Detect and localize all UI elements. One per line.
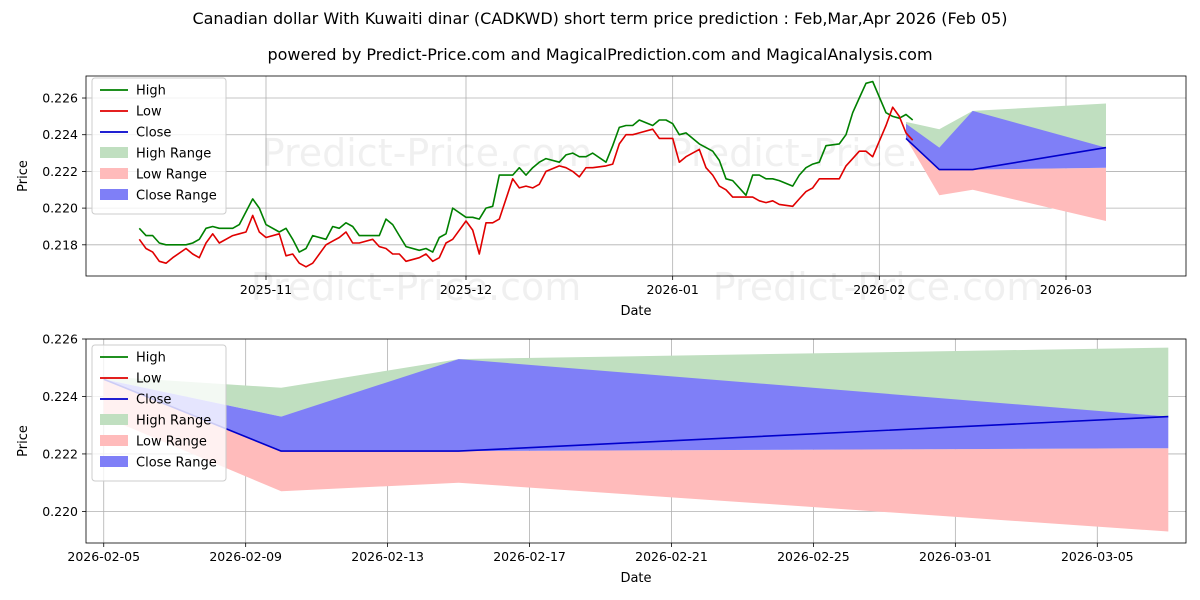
legend-label-high-range: High Range xyxy=(136,414,211,429)
y-tick-label: 0.226 xyxy=(42,91,78,106)
legend-box xyxy=(91,77,227,215)
legend-label-close-range: Close Range xyxy=(136,189,217,204)
high-range-band xyxy=(103,347,1169,417)
x-tick-label: 2026-02-21 xyxy=(635,549,708,564)
y-tick-label: 0.222 xyxy=(42,164,78,179)
x-tick-label: 2026-03-01 xyxy=(919,549,992,564)
axes-frame xyxy=(85,338,1187,544)
y-tick-label: 0.226 xyxy=(42,332,78,347)
x-tick-label: 2026-02-13 xyxy=(351,549,424,564)
legend-label-close: Close xyxy=(136,126,171,141)
chart-panel-1: Predict-Price.com Predict-Price.com Predic… xyxy=(16,75,1187,319)
axes-frame xyxy=(85,75,1187,277)
y-tick-label: 0.218 xyxy=(42,237,78,252)
legend-swatch-low-range xyxy=(100,168,128,179)
chart-title: Canadian dollar With Kuwaiti dinar (CADK… xyxy=(192,9,1008,28)
x-tick-label: 2026-01 xyxy=(647,282,699,297)
high-range-band xyxy=(906,103,1106,148)
y-tick-label: 0.222 xyxy=(42,446,78,461)
x-tick-label: 2026-03-05 xyxy=(1061,549,1134,564)
y-axis-label: Price xyxy=(16,425,31,457)
y-axis-label: Price xyxy=(16,160,31,192)
x-tick-label: 2026-02 xyxy=(853,282,905,297)
x-axis-label: Date xyxy=(620,304,651,319)
x-tick-label: 2026-02-09 xyxy=(209,549,282,564)
low-range-band xyxy=(906,123,1106,221)
legend: High Low Close High Range Low Range Close Ran… xyxy=(91,344,227,482)
close-range-band xyxy=(906,110,1106,170)
legend-swatch-high-range xyxy=(100,147,128,158)
legend-swatch-low-range xyxy=(100,435,128,446)
x-axis-label: Date xyxy=(620,571,651,586)
x-tick-label: 2026-03 xyxy=(1040,282,1092,297)
chart-subtitle: powered by Predict-Price.com and Magical… xyxy=(267,45,933,64)
legend-label-low-range: Low Range xyxy=(136,435,207,450)
low-series-line xyxy=(138,106,914,268)
watermark: Predict-Price.com xyxy=(262,131,593,175)
x-tick-label: 2026-02-25 xyxy=(777,549,850,564)
watermark: Predict-Price.com xyxy=(251,265,582,309)
legend-label-close-range: Close Range xyxy=(136,456,217,471)
legend-label-low: Low xyxy=(136,372,162,387)
legend-label-high: High xyxy=(136,351,166,366)
low-range-band xyxy=(103,379,1169,532)
y-tick-label: 0.220 xyxy=(42,201,78,216)
legend-label-high: High xyxy=(136,84,166,99)
close-series-line xyxy=(905,137,1107,171)
watermark: Predict-Price.com xyxy=(713,265,1044,309)
legend-swatch-close-range xyxy=(100,189,128,200)
x-tick-label: 2026-02-17 xyxy=(493,549,566,564)
plot-area xyxy=(103,347,1169,532)
legend-label-low-range: Low Range xyxy=(136,168,207,183)
legend-label-high-range: High Range xyxy=(136,147,211,162)
y-tick-label: 0.220 xyxy=(42,504,78,519)
chart-panel-2: Predict-Price.comPredict-Price.comPredic… xyxy=(16,332,1187,586)
legend-swatch-close-range xyxy=(100,456,128,467)
y-tick-label: 0.224 xyxy=(42,127,78,142)
close-range-band xyxy=(103,359,1169,452)
legend-swatch-high-range xyxy=(100,414,128,425)
x-tick-label: 2026-02-05 xyxy=(67,549,140,564)
x-tick-label: 2025-12 xyxy=(440,282,492,297)
legend: High Low Close High Range Low Range Close Ran… xyxy=(91,77,227,215)
x-tick-label: 2025-11 xyxy=(240,282,292,297)
plot-area xyxy=(138,80,1107,268)
legend-label-close: Close xyxy=(136,393,171,408)
legend-label-low: Low xyxy=(136,105,162,120)
high-series-line xyxy=(138,80,914,253)
y-tick-label: 0.224 xyxy=(42,389,78,404)
legend-box xyxy=(91,344,227,482)
